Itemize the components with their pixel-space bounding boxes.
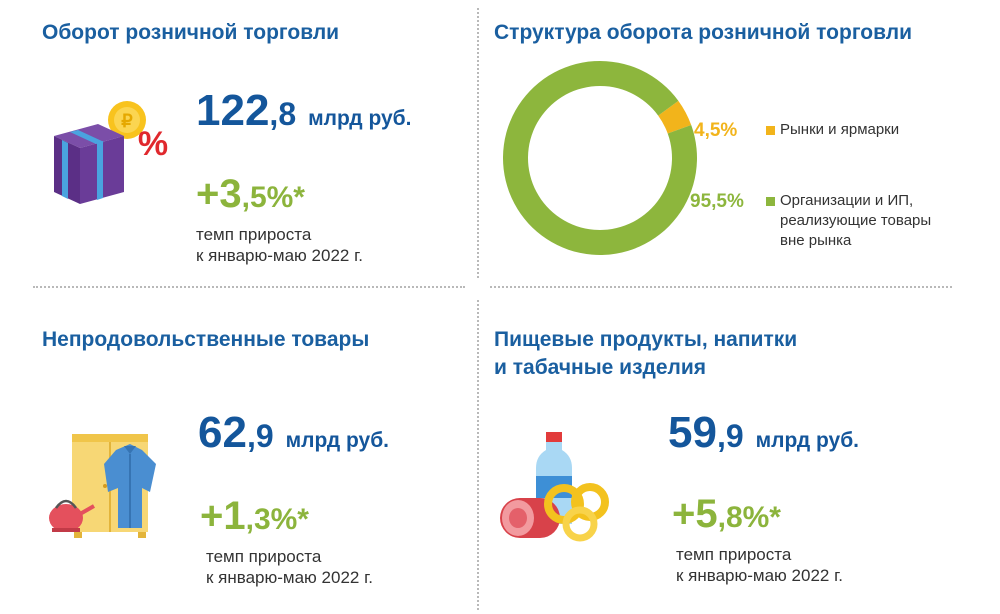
nonfood-caption: темп прироста к январю-маю 2022 г.	[206, 546, 373, 588]
slice-label-markets: 4,5%	[694, 120, 738, 141]
retail-growth-dec: ,5%*	[241, 181, 305, 214]
legend-item-organizations: Организации и ИП, реализующие товары вне…	[766, 191, 931, 251]
svg-text:₽: ₽	[121, 111, 133, 131]
structure-title: Структура оборота розничной торговли	[494, 21, 913, 44]
food-growth: +5,8%*	[672, 492, 781, 537]
retail-title: Оборот розничной торговли	[42, 21, 340, 44]
food-value-unit: млрд руб.	[755, 429, 860, 452]
vertical-divider-top	[477, 8, 479, 278]
nonfood-growth-dec: ,3%*	[245, 503, 309, 536]
svg-text:%: %	[138, 125, 168, 163]
gift-box-percent-icon: ₽ %	[54, 101, 168, 204]
retail-value-unit: млрд руб.	[308, 107, 412, 130]
legend-item-markets: Рынки и ярмарки	[766, 120, 899, 140]
food-caption-line2: к январю-маю 2022 г.	[676, 566, 843, 585]
food-title: Пищевые продукты, напитки и табачные изд…	[494, 326, 797, 382]
food-value: 59,9 млрд руб.	[668, 408, 859, 458]
retail-caption-line2: к январю-маю 2022 г.	[196, 246, 363, 265]
food-growth-int: +5	[672, 492, 718, 536]
vertical-divider-bottom	[477, 300, 479, 610]
food-value-int: 59	[668, 408, 717, 457]
retail-value-dec: ,8	[269, 96, 297, 132]
retail-growth: +3,5%*	[196, 172, 305, 217]
legend-swatch-markets	[766, 126, 775, 135]
legend-swatch-organizations	[766, 197, 775, 206]
nonfood-value-unit: млрд руб.	[285, 429, 390, 452]
retail-value: 122,8 млрд руб.	[196, 86, 412, 136]
donut-slice-organizations	[502, 60, 697, 255]
nonfood-value: 62,9 млрд руб.	[198, 408, 389, 458]
retail-caption: темп прироста к январю-маю 2022 г.	[196, 224, 363, 266]
retail-caption-line1: темп прироста	[196, 225, 312, 244]
food-growth-dec: ,8%*	[717, 501, 781, 534]
legend-text-organizations: Организации и ИП, реализующие товары вне…	[780, 192, 932, 249]
food-title-line1: Пищевые продукты, напитки	[494, 328, 798, 351]
retail-growth-int: +3	[196, 172, 242, 216]
slice-label-organizations: 95,5%	[690, 191, 744, 212]
legend-text-markets: Рынки и ярмарки	[780, 121, 900, 138]
horizontal-divider-left	[33, 286, 465, 288]
food-title-line2: и табачные изделия	[494, 356, 707, 379]
food-caption-line1: темп прироста	[676, 545, 792, 564]
food-value-dec: ,9	[716, 418, 744, 454]
donut-slice-markets	[658, 100, 692, 134]
nonfood-title: Непродовольственные товары	[42, 328, 370, 351]
nonfood-caption-line2: к январю-маю 2022 г.	[206, 568, 373, 587]
food-caption: темп прироста к январю-маю 2022 г.	[676, 544, 843, 586]
nonfood-growth: +1,3%*	[200, 494, 309, 539]
wardrobe-shirt-kettle-icon	[49, 434, 156, 538]
nonfood-caption-line1: темп прироста	[206, 547, 322, 566]
nonfood-growth-int: +1	[200, 494, 246, 538]
structure-donut-chart	[502, 60, 697, 255]
horizontal-divider-right	[490, 286, 952, 288]
retail-value-int: 122	[196, 86, 270, 135]
nonfood-value-dec: ,9	[246, 418, 274, 454]
nonfood-value-int: 62	[198, 408, 247, 457]
food-bottle-sausage-bagels-icon	[500, 432, 609, 542]
